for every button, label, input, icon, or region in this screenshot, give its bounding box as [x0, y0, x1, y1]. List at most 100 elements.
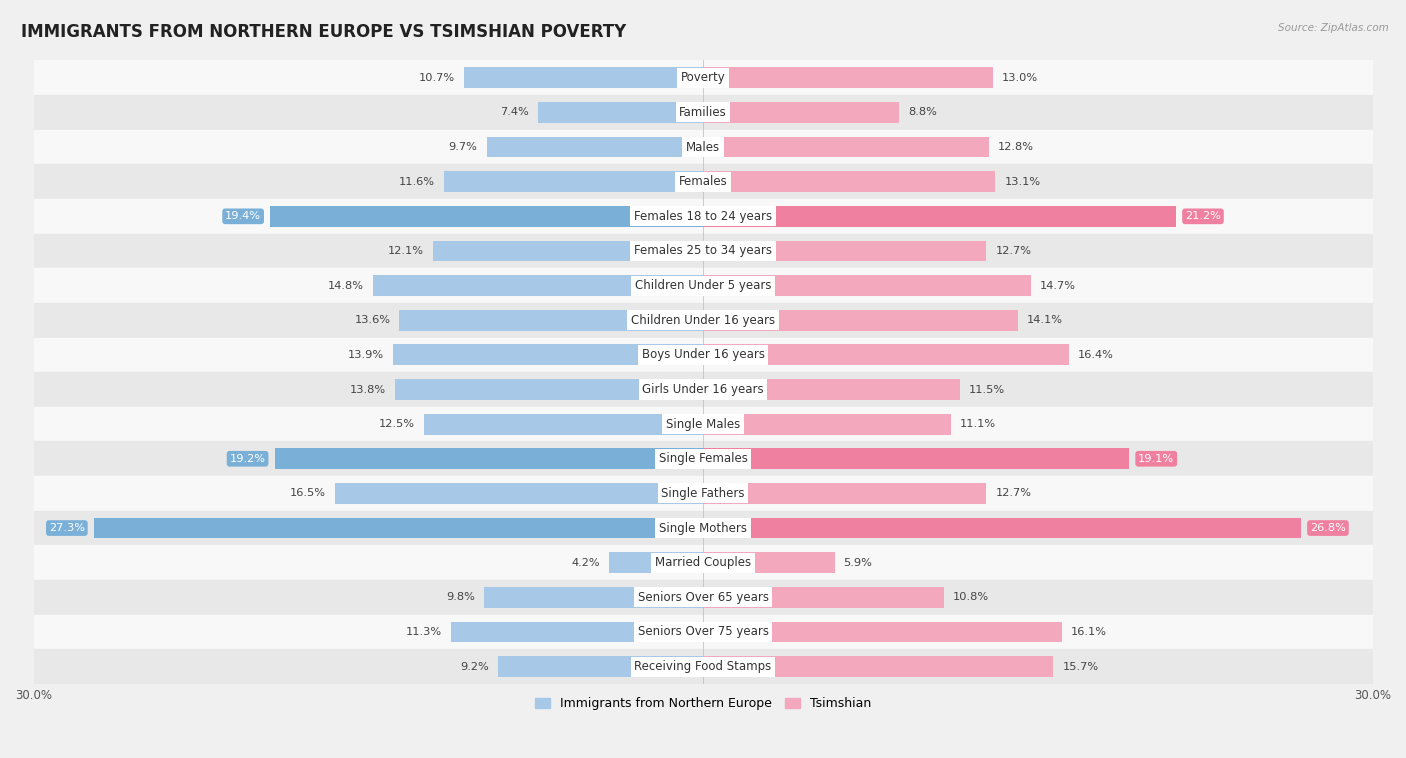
Bar	[433, 240, 703, 262]
Bar	[34, 233, 1372, 268]
Bar	[703, 310, 1018, 330]
Text: 10.8%: 10.8%	[953, 592, 988, 603]
Text: 8.8%: 8.8%	[908, 108, 938, 117]
Text: 9.7%: 9.7%	[449, 142, 478, 152]
Bar	[34, 441, 1372, 476]
Bar	[484, 587, 703, 608]
Bar	[34, 545, 1372, 580]
Text: 12.8%: 12.8%	[998, 142, 1033, 152]
Bar	[703, 483, 987, 504]
Text: Source: ZipAtlas.com: Source: ZipAtlas.com	[1278, 23, 1389, 33]
Bar	[34, 164, 1372, 199]
Text: Receiving Food Stamps: Receiving Food Stamps	[634, 660, 772, 673]
Text: Poverty: Poverty	[681, 71, 725, 84]
Bar	[609, 553, 703, 573]
Text: 19.4%: 19.4%	[225, 211, 262, 221]
Text: Children Under 5 years: Children Under 5 years	[634, 279, 772, 292]
Bar	[703, 518, 1301, 538]
Bar	[703, 379, 960, 400]
Bar	[34, 130, 1372, 164]
Bar	[34, 303, 1372, 337]
Bar	[34, 407, 1372, 441]
Bar	[425, 414, 703, 434]
Bar	[703, 275, 1031, 296]
Bar	[703, 136, 988, 158]
Text: 12.7%: 12.7%	[995, 488, 1032, 499]
Bar	[34, 337, 1372, 372]
Text: 11.1%: 11.1%	[960, 419, 995, 429]
Text: Females: Females	[679, 175, 727, 188]
Text: 15.7%: 15.7%	[1063, 662, 1098, 672]
Bar	[34, 372, 1372, 407]
Text: 12.7%: 12.7%	[995, 246, 1032, 256]
Bar	[486, 136, 703, 158]
Bar	[335, 483, 703, 504]
Text: 7.4%: 7.4%	[501, 108, 529, 117]
Text: Children Under 16 years: Children Under 16 years	[631, 314, 775, 327]
Text: 16.1%: 16.1%	[1071, 627, 1108, 637]
Bar	[392, 344, 703, 365]
Bar	[34, 580, 1372, 615]
Bar	[451, 622, 703, 642]
Bar	[703, 102, 900, 123]
Text: Boys Under 16 years: Boys Under 16 years	[641, 349, 765, 362]
Bar	[703, 240, 987, 262]
Bar	[274, 449, 703, 469]
Text: 11.5%: 11.5%	[969, 384, 1005, 394]
Text: Single Mothers: Single Mothers	[659, 522, 747, 534]
Bar	[703, 344, 1069, 365]
Bar	[703, 622, 1063, 642]
Bar	[399, 310, 703, 330]
Bar	[34, 199, 1372, 233]
Text: 14.1%: 14.1%	[1026, 315, 1063, 325]
Text: 19.2%: 19.2%	[229, 454, 266, 464]
Bar	[395, 379, 703, 400]
Bar	[444, 171, 703, 192]
Bar	[703, 67, 993, 88]
Text: Males: Males	[686, 140, 720, 154]
Bar	[703, 656, 1053, 677]
Bar	[373, 275, 703, 296]
Legend: Immigrants from Northern Europe, Tsimshian: Immigrants from Northern Europe, Tsimshi…	[530, 692, 876, 715]
Text: 12.5%: 12.5%	[380, 419, 415, 429]
Text: 9.8%: 9.8%	[447, 592, 475, 603]
Bar	[270, 206, 703, 227]
Text: 16.4%: 16.4%	[1078, 350, 1114, 360]
Text: IMMIGRANTS FROM NORTHERN EUROPE VS TSIMSHIAN POVERTY: IMMIGRANTS FROM NORTHERN EUROPE VS TSIMS…	[21, 23, 626, 41]
Text: 13.9%: 13.9%	[347, 350, 384, 360]
Text: 21.2%: 21.2%	[1185, 211, 1220, 221]
Text: 4.2%: 4.2%	[572, 558, 600, 568]
Text: Girls Under 16 years: Girls Under 16 years	[643, 383, 763, 396]
Text: Families: Families	[679, 106, 727, 119]
Bar	[34, 511, 1372, 545]
Bar	[538, 102, 703, 123]
Text: Females 18 to 24 years: Females 18 to 24 years	[634, 210, 772, 223]
Bar	[703, 449, 1129, 469]
Text: Seniors Over 65 years: Seniors Over 65 years	[637, 590, 769, 604]
Text: 27.3%: 27.3%	[49, 523, 84, 533]
Text: 16.5%: 16.5%	[290, 488, 326, 499]
Bar	[94, 518, 703, 538]
Bar	[34, 61, 1372, 95]
Text: 13.0%: 13.0%	[1002, 73, 1038, 83]
Text: 11.3%: 11.3%	[406, 627, 441, 637]
Bar	[703, 171, 995, 192]
Text: 10.7%: 10.7%	[419, 73, 456, 83]
Text: Married Couples: Married Couples	[655, 556, 751, 569]
Text: 13.8%: 13.8%	[350, 384, 387, 394]
Bar	[703, 414, 950, 434]
Bar	[498, 656, 703, 677]
Text: Single Fathers: Single Fathers	[661, 487, 745, 500]
Text: Seniors Over 75 years: Seniors Over 75 years	[637, 625, 769, 638]
Bar	[703, 553, 835, 573]
Bar	[34, 476, 1372, 511]
Text: Single Females: Single Females	[658, 453, 748, 465]
Bar	[464, 67, 703, 88]
Text: 5.9%: 5.9%	[844, 558, 873, 568]
Text: Single Males: Single Males	[666, 418, 740, 431]
Text: 26.8%: 26.8%	[1310, 523, 1346, 533]
Bar	[703, 206, 1175, 227]
Text: 19.1%: 19.1%	[1139, 454, 1174, 464]
Text: 13.6%: 13.6%	[354, 315, 391, 325]
Bar	[703, 587, 943, 608]
